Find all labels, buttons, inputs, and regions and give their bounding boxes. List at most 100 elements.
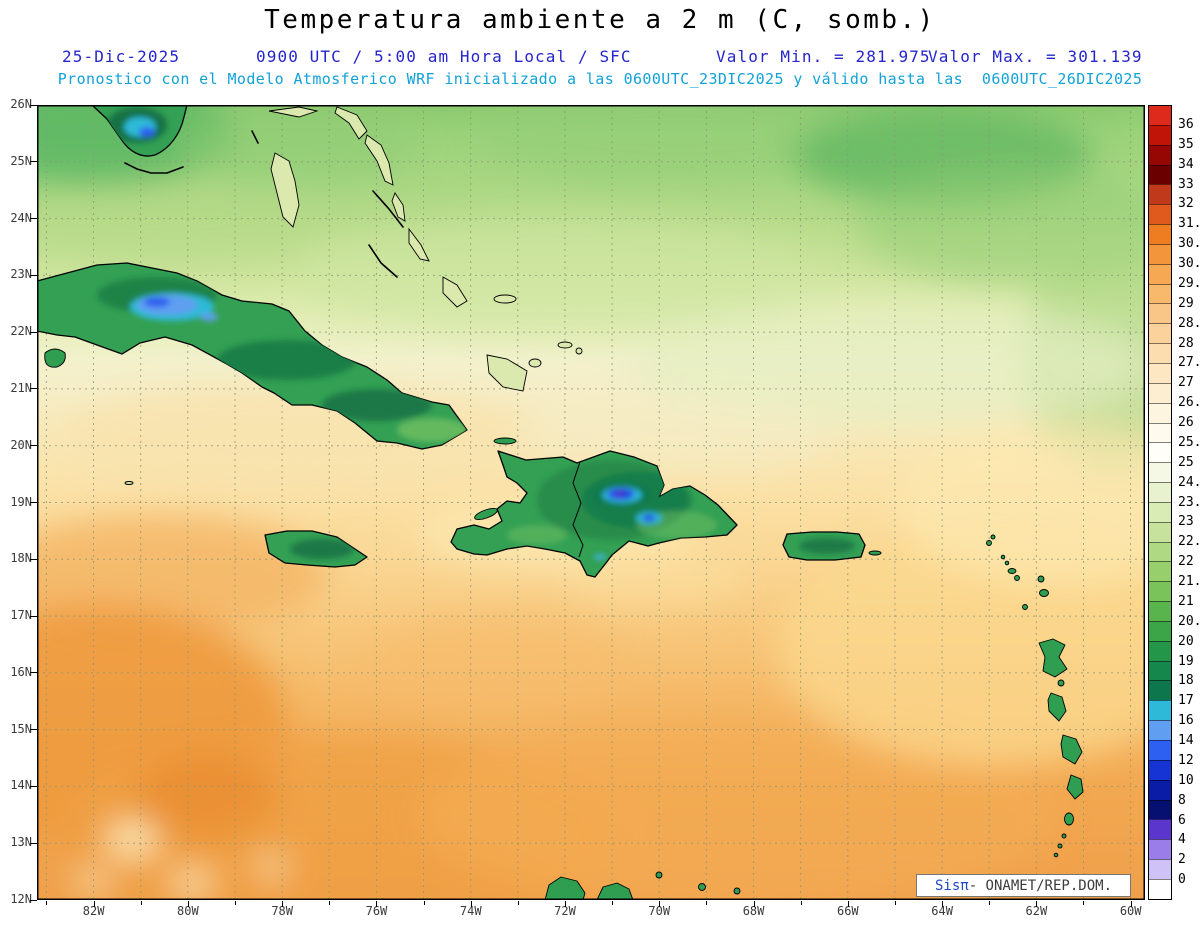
colorbar-tick-30.2: 30.2	[1178, 256, 1200, 271]
lon-label-80W: 80W	[177, 904, 199, 918]
forecast-validity-time: 0900 UTC / 5:00 am Hora Local / SFC	[256, 47, 632, 66]
montserrat	[1022, 604, 1028, 610]
lon-minor-tick	[329, 901, 331, 905]
lon-minor-tick	[140, 901, 142, 905]
colorbar-tick-20: 20	[1178, 633, 1194, 649]
guadeloupe	[1038, 638, 1068, 678]
colorbar-segment-36	[1149, 819, 1171, 840]
lon-tick	[93, 901, 95, 907]
colorbar-tick-26: 26	[1178, 415, 1194, 430]
crooked-acklins-islands	[442, 276, 468, 308]
st-vincent	[1064, 812, 1074, 826]
cuba-temperature-details	[97, 277, 467, 442]
guajira-peninsula-west	[544, 876, 586, 900]
colorbar-tick-20.5: 20.5	[1178, 613, 1200, 629]
colorbar-segment-12	[1149, 343, 1171, 363]
colorbar-tick-0: 0	[1178, 872, 1186, 888]
cayman-islands	[124, 481, 134, 485]
st-martin	[986, 540, 992, 546]
forecast-date: 25-Dic-2025	[62, 47, 181, 66]
colorbar-tick-22.5: 22.5	[1178, 534, 1200, 550]
lat-tick	[30, 502, 37, 503]
caicos-islands	[557, 341, 573, 349]
colorbar-tick-29: 29	[1178, 295, 1194, 311]
puerto-rico-interior	[799, 538, 855, 554]
colorbar-tick-32: 32	[1178, 196, 1194, 212]
colorbar-segment-9	[1149, 283, 1171, 304]
lon-label-68W: 68W	[742, 904, 765, 918]
colorbar-tick-4: 4	[1178, 832, 1186, 848]
colorbar-segment-13	[1149, 362, 1171, 383]
barbuda	[1037, 575, 1045, 583]
colorbar-tick-14: 14	[1178, 733, 1194, 748]
colorbar-tick-6: 6	[1178, 812, 1186, 828]
lat-label-15N: 15N	[10, 721, 32, 736]
lat-label-26N: 26N	[10, 97, 32, 111]
lat-tick	[30, 218, 37, 220]
colorbar-tick-34: 34	[1178, 156, 1194, 172]
colorbar-segment-39	[1149, 878, 1171, 899]
lon-label-60W: 60W	[1119, 904, 1142, 918]
lat-tick	[30, 729, 37, 731]
colorbar-segment-33	[1149, 759, 1171, 780]
lon-label-64W: 64W	[931, 904, 953, 918]
colorbar-segment-5	[1149, 204, 1171, 225]
colorbar-tick-19: 19	[1178, 653, 1194, 669]
lon-tick	[470, 901, 472, 907]
colorbar-segment-1	[1149, 124, 1171, 145]
curacao	[698, 883, 706, 891]
lat-tick	[30, 445, 37, 447]
colorbar-segment-18	[1149, 462, 1171, 483]
exuma-cays	[372, 190, 404, 228]
lat-label-24N: 24N	[10, 210, 32, 225]
colorbar-segment-3	[1149, 164, 1171, 185]
map-frame	[37, 105, 1145, 900]
lon-tick	[942, 901, 944, 907]
colorbar-segment-19	[1149, 482, 1171, 502]
lat-tick	[30, 161, 37, 163]
andros-island	[270, 152, 300, 228]
colorbar-segment-4	[1149, 184, 1171, 205]
dominica	[1047, 692, 1067, 722]
colorbar-segment-14	[1149, 382, 1171, 403]
lat-tick	[30, 104, 37, 106]
jamaica-interior	[290, 539, 354, 559]
grenadines-3	[1053, 852, 1059, 858]
bimini-islands	[251, 130, 259, 144]
colorbar-tick-23.5: 23.5	[1178, 494, 1200, 510]
colorbar-tick-8: 8	[1178, 792, 1186, 808]
florida-cold-spot	[107, 107, 167, 143]
lat-tick	[30, 274, 37, 276]
aruba	[655, 871, 663, 879]
page-title: Temperatura ambiente a 2 m (C, somb.)	[264, 5, 936, 35]
lat-label-21N: 21N	[10, 380, 32, 395]
colorbar-tick-33: 33	[1178, 176, 1194, 192]
lat-tick	[30, 331, 37, 333]
antigua	[1039, 589, 1049, 597]
lon-label-72W: 72W	[554, 904, 576, 918]
lat-label-19N: 19N	[10, 494, 32, 509]
colorbar-segment-37	[1149, 839, 1171, 860]
lon-minor-tick	[612, 901, 614, 905]
lat-tick	[30, 899, 37, 901]
colorbar-segment-31	[1149, 720, 1171, 740]
colorbar-segment-16	[1149, 422, 1171, 443]
colorbar-segment-30	[1149, 700, 1171, 721]
colorbar-tick-35: 35	[1178, 136, 1194, 152]
colorbar-tick-36: 36	[1178, 116, 1194, 132]
colorbar-tick-26.5: 26.5	[1178, 395, 1200, 411]
st-kitts	[1007, 568, 1017, 574]
lon-minor-tick	[423, 901, 425, 905]
lat-tick	[30, 785, 37, 787]
branding-org-name: - ONAMET/REP.DOM.	[968, 877, 1112, 894]
colorbar-segment-38	[1149, 859, 1171, 879]
grand-bahama-island	[268, 106, 319, 118]
colorbar-tick-24.5: 24.5	[1178, 474, 1200, 490]
bahamas	[124, 106, 583, 485]
branding-box: Sisπ - ONAMET/REP.DOM.	[916, 874, 1131, 897]
value-max: Valor Max. = 301.139	[928, 47, 1143, 66]
lat-label-16N: 16N	[10, 664, 32, 679]
florida-keys	[124, 162, 184, 174]
lon-minor-tick	[800, 901, 802, 905]
colorbar-tick-31.5: 31.5	[1178, 216, 1200, 232]
